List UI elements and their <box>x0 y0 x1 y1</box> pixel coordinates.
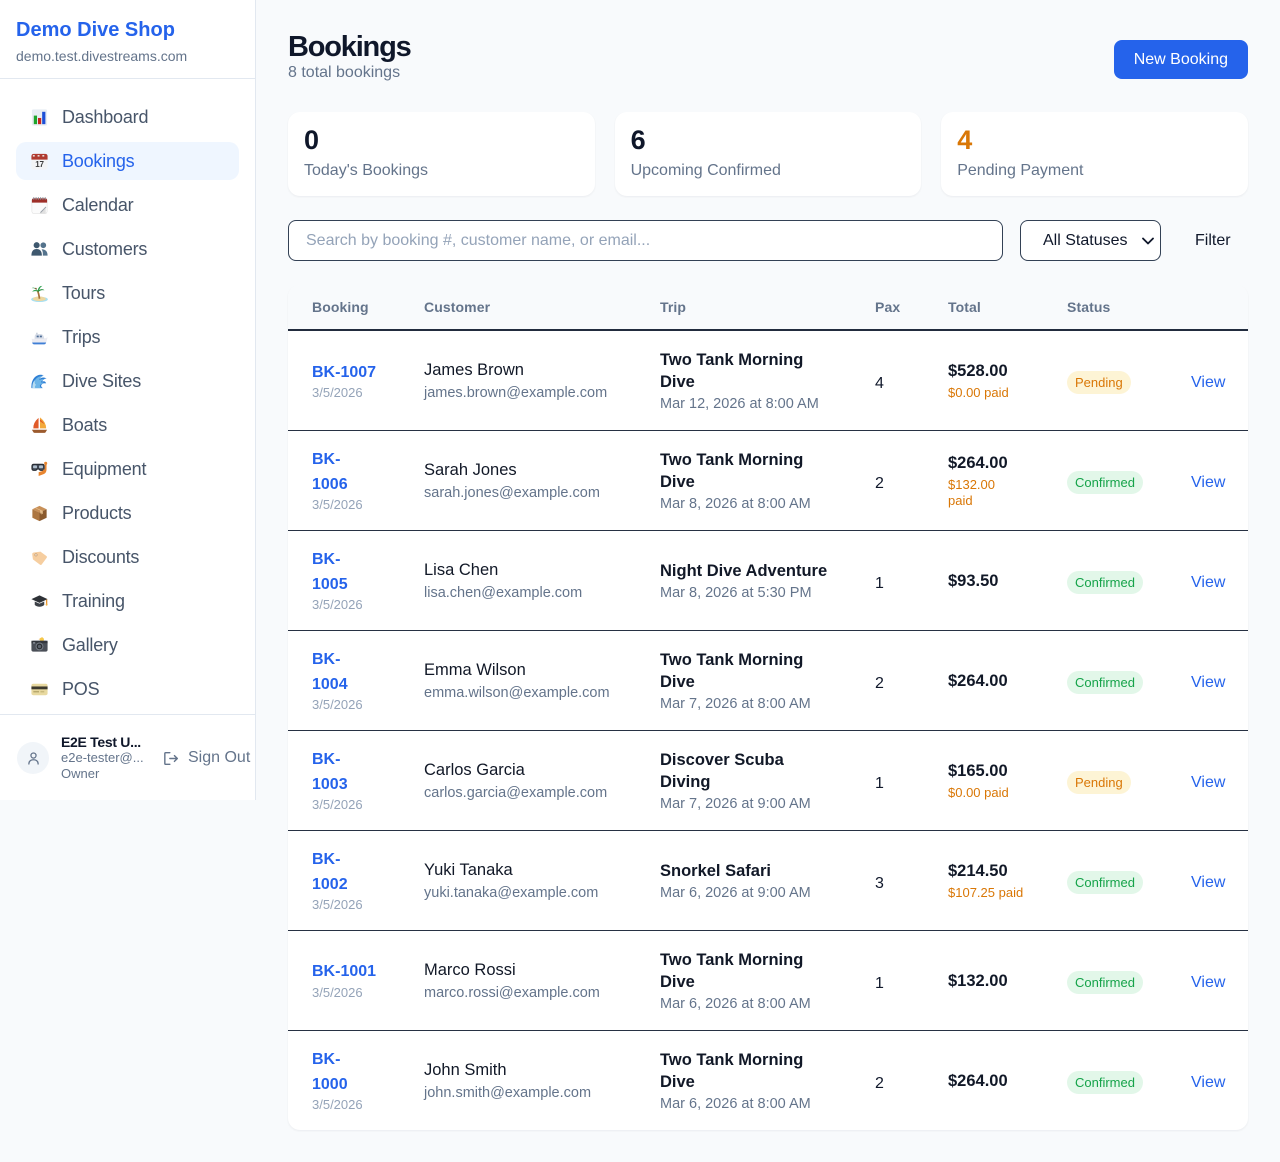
svg-text:17: 17 <box>35 160 44 169</box>
